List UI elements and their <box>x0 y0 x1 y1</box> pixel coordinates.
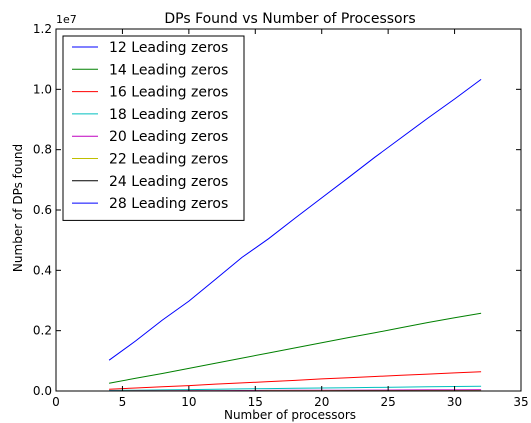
x-tick-label-7: 35 <box>513 395 528 409</box>
legend-label-2: 16 Leading zeros <box>109 85 228 101</box>
x-tick-label-3: 15 <box>248 395 263 409</box>
legend-label-3: 18 Leading zeros <box>109 107 228 123</box>
x-tick-label-2: 10 <box>181 395 196 409</box>
x-axis-label: Number of processors <box>224 408 356 422</box>
y-tick-label-2: 0.4 <box>33 263 52 277</box>
chart-title: DPs Found vs Number of Processors <box>164 11 415 27</box>
y-tick-label-0: 0.0 <box>33 384 52 398</box>
legend-label-5: 22 Leading zeros <box>109 152 228 168</box>
y-tick-label-6: 1.2 <box>33 22 52 36</box>
ticks-layer: 0 5 10 15 20 25 30 35 0.0 0.2 0.4 0.6 0.8 1.0 1.2 <box>33 22 529 409</box>
y-tick-label-4: 0.8 <box>33 143 52 157</box>
legend-label-1: 14 Leading zeros <box>109 62 228 78</box>
series-line-1 <box>109 312 482 384</box>
series-line-0 <box>108 78 482 361</box>
series-line-3 <box>109 385 482 391</box>
legend-label-6: 24 Leading zeros <box>109 174 228 190</box>
series-line-2 <box>109 371 482 390</box>
x-tick-label-6: 30 <box>447 395 462 409</box>
y-tick-label-5: 1.0 <box>33 82 52 96</box>
y-axis-label: Number of DPs found <box>11 144 25 272</box>
legend-label-4: 20 Leading zeros <box>109 129 228 145</box>
x-tick-label-0: 0 <box>52 395 60 409</box>
legend-label-7: 28 Leading zeros <box>109 196 228 212</box>
legend: 12 Leading zeros 14 Leading zeros 16 Leadi… <box>62 35 245 221</box>
y-tick-label-1: 0.2 <box>33 324 52 338</box>
legend-label-0: 12 Leading zeros <box>109 40 228 56</box>
y-tick-label-3: 0.6 <box>33 203 52 217</box>
x-tick-label-1: 5 <box>119 395 127 409</box>
y-offset-label: 1e7 <box>56 13 77 26</box>
x-tick-label-4: 20 <box>314 395 329 409</box>
plot-frame <box>55 28 522 392</box>
x-tick-label-5: 25 <box>381 395 396 409</box>
legend-box <box>62 35 245 221</box>
